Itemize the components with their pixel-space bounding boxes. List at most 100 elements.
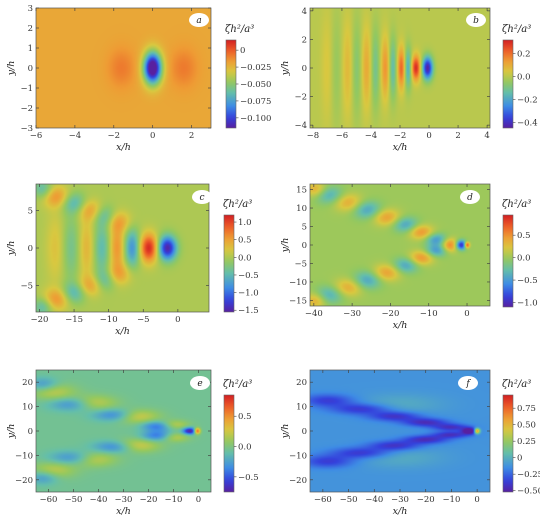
y-tick-label: −1 <box>20 84 33 94</box>
panel-label: a <box>196 16 201 26</box>
colorbar-tick-label: −1.0 <box>517 299 538 309</box>
colorbar-tick-label: −0.5 <box>238 473 259 483</box>
x-tick-label: −60 <box>314 495 332 505</box>
colorbar-tick-label: 0.0 <box>517 254 531 264</box>
y-tick-label: 0 <box>28 427 33 437</box>
x-tick-label: 0 <box>175 315 180 325</box>
y-tick-label: 10 <box>22 403 33 413</box>
colorbar-label: ζh²/a³ <box>502 24 531 35</box>
panel-label-badge <box>192 190 212 204</box>
colorbar-tick-label: 0.50 <box>517 421 536 431</box>
panel-label-badge <box>190 376 210 390</box>
x-tick-label: −30 <box>391 495 409 505</box>
y-tick-label: −20 <box>289 476 307 486</box>
x-tick-label: −20 <box>30 315 48 325</box>
y-tick-label: −2 <box>20 104 33 114</box>
x-tick-label: −2 <box>394 131 407 141</box>
x-axis-label: x/h <box>115 326 130 337</box>
panel-d: −40 −30 −20 −10 0 −15 −10 −5 0 5 10 15 x/h y/h d 0.5 0.0… <box>280 183 538 331</box>
x-tick-label: 2 <box>189 131 194 141</box>
y-tick-label: 2 <box>302 35 307 45</box>
y-tick-label: −4 <box>294 121 307 131</box>
colorbar-label: ζh²/a³ <box>223 379 252 390</box>
colorbar-tick-label: 0.5 <box>238 236 252 246</box>
x-tick-label: 2 <box>455 131 460 141</box>
x-axis-label: x/h <box>116 142 131 153</box>
y-tick-label: −5 <box>294 259 307 269</box>
y-tick-label: 0 <box>302 241 307 251</box>
x-tick-label: −40 <box>305 309 323 319</box>
colorbar-tick-label: 0.75 <box>517 404 536 414</box>
x-tick-label: −2 <box>108 131 121 141</box>
heatmap-d <box>310 184 490 306</box>
y-tick-label: 20 <box>22 378 33 388</box>
panel-f: −60 −50 −40 −30 −20 −10 0 −20 −10 0 10 20 x/h y/h f 0.7… <box>280 369 540 517</box>
heatmap-b <box>310 8 490 128</box>
y-tick-label: −3 <box>20 124 33 134</box>
x-tick-label: −40 <box>90 495 108 505</box>
x-tick-label: 0 <box>464 309 469 319</box>
x-tick-label: 0 <box>196 495 201 505</box>
y-tick-label: 0 <box>302 64 307 74</box>
colorbar-tick-label: −0.075 <box>240 97 271 107</box>
heatmap-f <box>310 370 490 492</box>
x-axis-label: x/h <box>116 506 131 517</box>
x-tick-label: −50 <box>65 495 83 505</box>
colorbar-tick-label: 0.5 <box>517 231 531 241</box>
y-tick-label: 20 <box>296 378 307 388</box>
y-tick-label: 5 <box>28 206 33 216</box>
panel-label-badge <box>466 13 486 27</box>
colorbar <box>223 394 235 493</box>
x-axis-label: x/h <box>393 320 408 331</box>
colorbar-tick-label: 0.25 <box>517 437 536 447</box>
x-tick-label: −10 <box>165 495 183 505</box>
colorbar <box>502 394 514 493</box>
colorbar-tick-label: −0.050 <box>240 80 271 90</box>
colorbar-tick-label: 0.5 <box>238 412 252 422</box>
colorbar-tick-label: −0.100 <box>240 114 271 124</box>
x-tick-label: 0 <box>150 131 155 141</box>
y-axis-label: y/h <box>6 61 17 77</box>
colorbar-tick-label: 0.0 <box>238 443 252 453</box>
x-tick-label: −60 <box>40 495 58 505</box>
panel-a: −6 −4 −2 0 2 −3 −2 −1 0 1 2 3 x/h y/h a 0 −0.025 −0.050 −0… <box>6 4 271 153</box>
colorbar-tick-label: −0.025 <box>240 63 271 73</box>
y-axis-label: y/h <box>6 241 17 257</box>
y-tick-label: −20 <box>15 476 33 486</box>
y-axis-label: y/h <box>6 424 17 440</box>
y-axis-label: y/h <box>280 238 291 254</box>
colorbar-tick-label: 0 <box>240 46 245 56</box>
colorbar-tick-label: −0.4 <box>517 118 538 128</box>
x-axis-label: x/h <box>393 506 408 517</box>
colorbar-tick-label: −0.5 <box>238 271 259 281</box>
y-tick-label: −2 <box>294 93 307 103</box>
panel-e: −60 −50 −40 −30 −20 −10 0 −20 −10 0 10 20 x/h y/h e 0.5… <box>6 369 259 517</box>
y-tick-label: 2 <box>28 24 33 34</box>
x-tick-label: −6 <box>336 131 349 141</box>
colorbar <box>223 214 235 313</box>
x-tick-label: −8 <box>307 131 320 141</box>
colorbar <box>225 39 237 129</box>
y-tick-label: 0 <box>28 244 33 254</box>
heatmap-a <box>36 8 211 128</box>
heatmap-e <box>36 370 211 492</box>
colorbar-tick-label: −0.5 <box>517 276 538 286</box>
x-tick-label: −30 <box>115 495 133 505</box>
colorbar-tick-label: −1.0 <box>238 289 259 299</box>
colorbar-label: ζh²/a³ <box>223 199 252 210</box>
y-tick-label: −15 <box>289 296 307 306</box>
colorbar-tick-label: −0.2 <box>517 95 538 105</box>
y-tick-label: 3 <box>28 4 33 14</box>
heatmap-c <box>36 184 209 312</box>
panel-label-badge <box>458 376 478 390</box>
panel-label: b <box>473 16 479 26</box>
y-tick-label: 10 <box>296 403 307 413</box>
colorbar-tick-label: 1.0 <box>238 218 252 228</box>
x-tick-label: 0 <box>426 131 431 141</box>
x-tick-label: 0 <box>474 495 479 505</box>
x-tick-label: −4 <box>365 131 378 141</box>
x-tick-label: −4 <box>69 131 82 141</box>
x-tick-label: 4 <box>484 131 489 141</box>
x-tick-label: −15 <box>65 315 83 325</box>
